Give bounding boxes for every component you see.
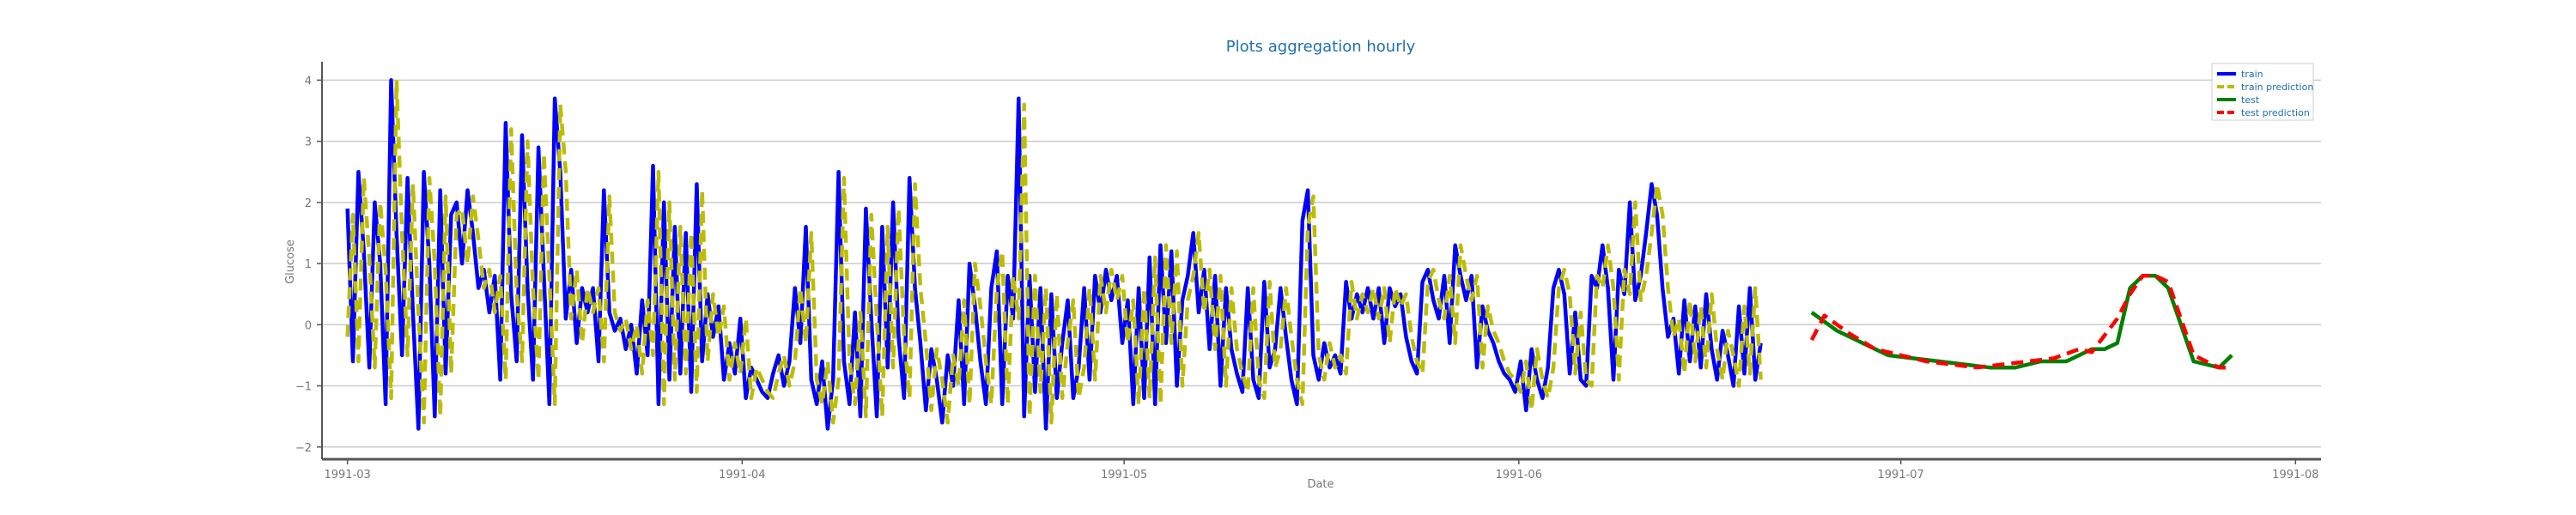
grid bbox=[322, 79, 2321, 448]
y-tick-label: 4 bbox=[305, 75, 312, 88]
y-tick-label: 2 bbox=[305, 197, 312, 210]
x-tick-label: 1991-04 bbox=[719, 469, 765, 482]
x-tick-label: 1991-06 bbox=[1496, 469, 1542, 482]
x-ticks: 1991-03 1991-04 1991-05 1991-06 1991-07 1991-… bbox=[324, 459, 2319, 482]
plot-area bbox=[345, 78, 2233, 431]
chart-title: Plots aggregation hourly bbox=[1226, 38, 1416, 56]
y-ticks: −2 −1 0 1 2 3 4 bbox=[295, 75, 322, 455]
y-tick-label: −2 bbox=[295, 442, 312, 455]
y-tick-label: 3 bbox=[305, 136, 312, 149]
series-line-test bbox=[1810, 274, 2233, 370]
series-line-train-prediction bbox=[345, 78, 1763, 425]
y-tick-label: 1 bbox=[305, 258, 312, 271]
x-axis-label: Date bbox=[1307, 478, 1334, 491]
legend-label: test bbox=[2241, 94, 2260, 106]
series-line-test-prediction bbox=[1809, 274, 2233, 370]
y-tick-label: −1 bbox=[295, 381, 312, 394]
legend-label: train prediction bbox=[2241, 82, 2313, 93]
legend-label: train bbox=[2241, 69, 2263, 80]
x-tick-label: 1991-03 bbox=[324, 469, 370, 482]
y-tick-label: 0 bbox=[305, 319, 312, 332]
x-tick-label: 1991-05 bbox=[1101, 469, 1147, 482]
x-tick-label: 1991-07 bbox=[1878, 469, 1924, 482]
y-axis-label: Glucose bbox=[284, 239, 297, 284]
legend-label: test prediction bbox=[2241, 107, 2310, 118]
x-tick-label: 1991-08 bbox=[2272, 469, 2318, 482]
axes bbox=[321, 62, 2321, 461]
